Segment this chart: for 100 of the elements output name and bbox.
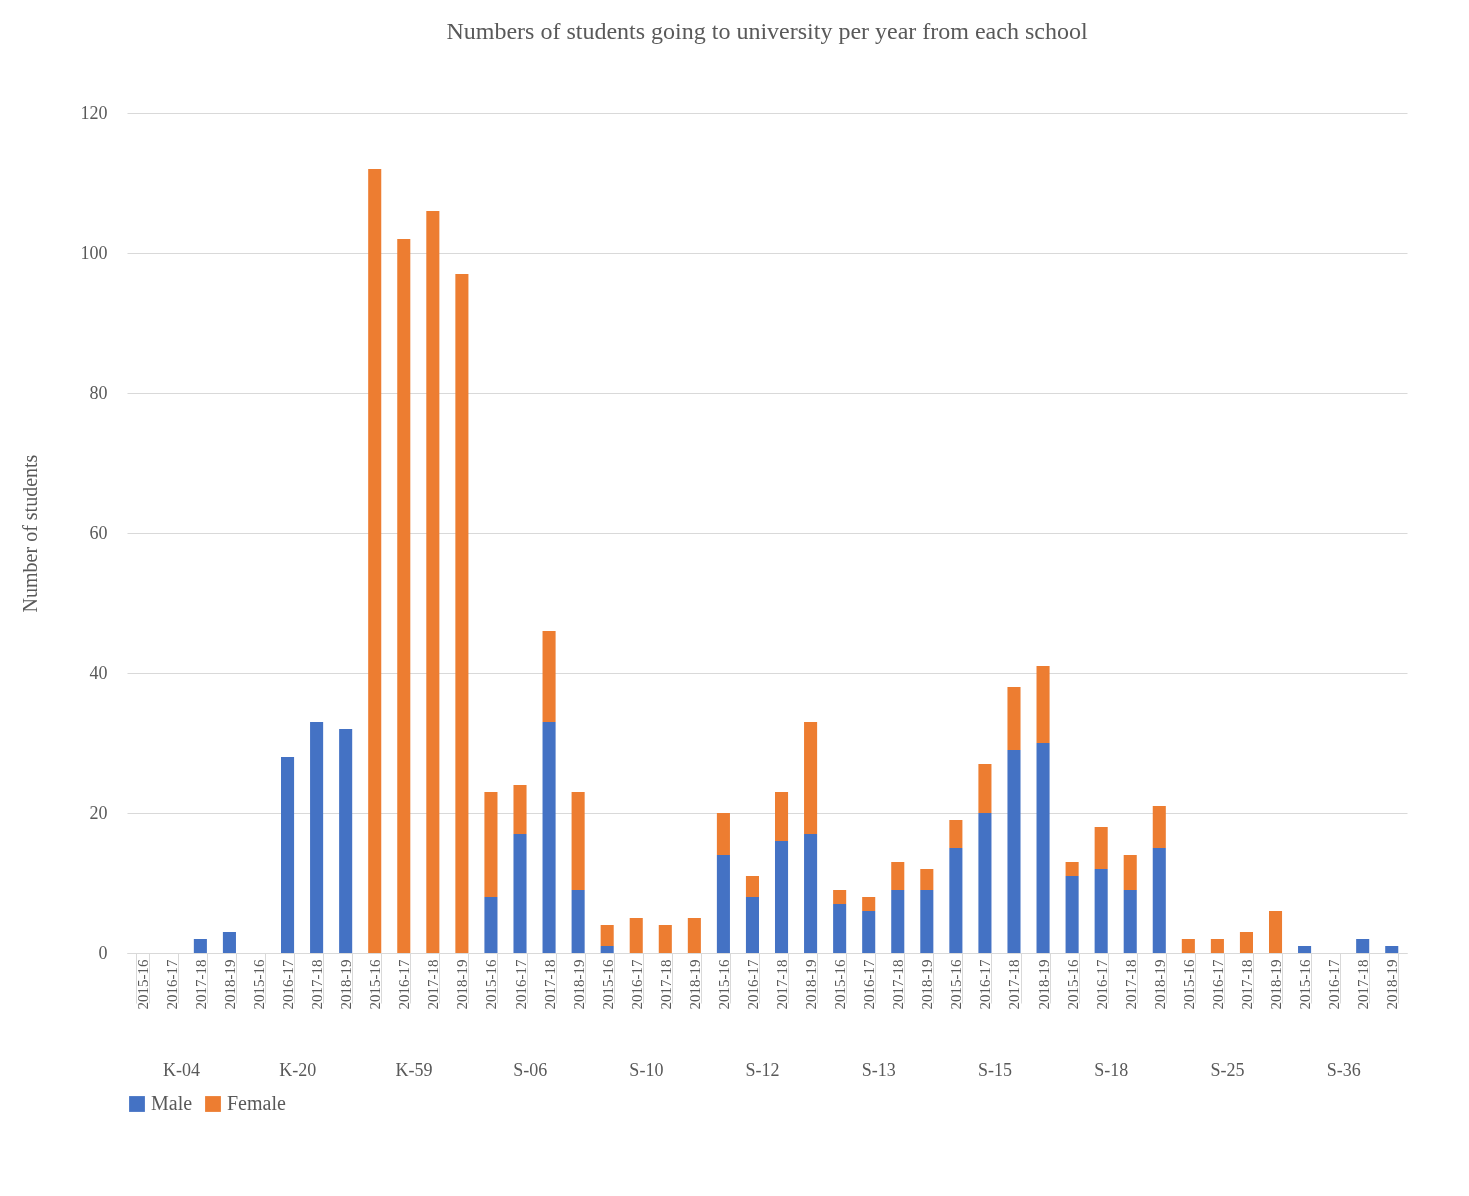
bar <box>745 897 760 953</box>
text: S-10 <box>629 1060 664 1080</box>
bar <box>600 946 614 953</box>
bar <box>1065 862 1079 876</box>
x-tick-label: 2017-18 <box>1238 959 1255 1010</box>
x-tick-label: 2016-17 <box>1093 959 1110 1010</box>
x-tick-label: 2015-16 <box>1297 959 1314 1010</box>
x-tick-label: 2017-18 <box>1122 959 1139 1010</box>
bar <box>426 211 440 953</box>
bar <box>1298 946 1312 953</box>
text: S-15 <box>978 1060 1013 1080</box>
bar <box>716 813 730 855</box>
x-tick-label: 2015-16 <box>715 959 732 1010</box>
bar <box>542 722 556 953</box>
y-tick-label: 40 <box>89 662 108 683</box>
x-tick-label: 2018-19 <box>919 959 936 1010</box>
x-tick-label: 2017-18 <box>192 959 209 1010</box>
bar <box>978 764 992 813</box>
x-tick-label: 2015-16 <box>832 959 849 1010</box>
x-tick-label: 2016-17 <box>628 959 645 1010</box>
bar <box>658 925 672 953</box>
bar <box>455 274 469 953</box>
x-tick-label: 2016-17 <box>280 959 297 1010</box>
bar <box>745 876 760 897</box>
x-tick-label: 2015-16 <box>367 959 384 1010</box>
x-tick-label: 2018-19 <box>1384 959 1401 1010</box>
bar <box>542 631 556 722</box>
bar <box>484 897 498 953</box>
bar <box>920 890 934 953</box>
bar <box>1268 911 1283 953</box>
x-tick-label: 2015-16 <box>134 959 151 1010</box>
x-tick-label: 2015-16 <box>599 959 616 1010</box>
bar <box>891 890 905 953</box>
bar <box>600 925 614 946</box>
x-tick-label: 2017-18 <box>309 959 326 1010</box>
bar <box>281 757 295 953</box>
bar <box>804 834 818 953</box>
x-tick-label: 2017-18 <box>657 959 674 1010</box>
bar <box>716 855 730 953</box>
legend-label: Male <box>151 1092 193 1114</box>
bar <box>833 904 847 953</box>
x-tick-label: 2017-18 <box>774 959 791 1010</box>
x-tick-label: 2016-17 <box>512 959 529 1010</box>
x-tick-label: 2015-16 <box>948 959 965 1010</box>
y-tick-label: 80 <box>89 382 108 403</box>
x-tick-label: 2016-17 <box>1326 959 1343 1010</box>
bar <box>833 890 847 904</box>
bar <box>804 722 818 834</box>
bar <box>1036 666 1050 743</box>
text: S-13 <box>861 1060 896 1080</box>
bar <box>368 169 382 953</box>
bar <box>1036 743 1050 953</box>
bar <box>1356 939 1370 953</box>
x-tick-label: 2018-19 <box>570 959 587 1010</box>
text: K-59 <box>395 1060 433 1080</box>
chart-title: Numbers of students going to university per year from each school <box>446 18 1088 44</box>
bar <box>891 862 905 890</box>
y-tick-label: 120 <box>80 102 108 123</box>
bar <box>1123 855 1137 890</box>
y-tick-label: 20 <box>89 802 108 823</box>
bar <box>920 869 934 890</box>
bar <box>1385 946 1399 953</box>
x-tick-label: 2018-19 <box>221 959 238 1010</box>
text: K-04 <box>162 1060 200 1080</box>
bar <box>1181 939 1195 953</box>
bar <box>949 820 963 848</box>
y-axis-title: Number of students <box>18 454 41 613</box>
y-tick-label: 60 <box>89 522 108 543</box>
bar <box>949 848 963 953</box>
bar <box>1152 806 1166 848</box>
bar <box>1094 827 1108 869</box>
x-tick-label: 2015-16 <box>1180 959 1197 1010</box>
text: S-36 <box>1326 1060 1361 1080</box>
x-tick-label: 2015-16 <box>250 959 267 1010</box>
x-tick-label: 2018-19 <box>803 959 820 1010</box>
bar <box>571 792 585 890</box>
bar <box>687 918 701 953</box>
x-tick-label: 2017-18 <box>541 959 558 1010</box>
x-tick-label: 2018-19 <box>338 959 355 1010</box>
bar <box>222 932 236 953</box>
x-tick-label: 2016-17 <box>396 959 413 1010</box>
bar <box>629 918 643 953</box>
x-tick-label: 2016-17 <box>163 959 180 1010</box>
bar <box>193 939 207 953</box>
bar <box>513 834 527 953</box>
bar <box>1065 876 1079 953</box>
x-tick-label: 2018-19 <box>454 959 471 1010</box>
text: S-12 <box>745 1060 780 1080</box>
bar <box>513 785 527 834</box>
x-tick-label: 2015-16 <box>483 959 500 1010</box>
x-tick-label: 2017-18 <box>1006 959 1023 1010</box>
bar <box>1210 939 1224 953</box>
x-tick-label: 2018-19 <box>686 959 703 1010</box>
bar <box>862 911 876 953</box>
bar <box>1094 869 1108 953</box>
x-tick-label: 2016-17 <box>744 959 761 1010</box>
bar <box>774 792 789 841</box>
y-tick-label: 100 <box>80 242 108 263</box>
bar <box>571 890 585 953</box>
bar <box>484 792 498 897</box>
